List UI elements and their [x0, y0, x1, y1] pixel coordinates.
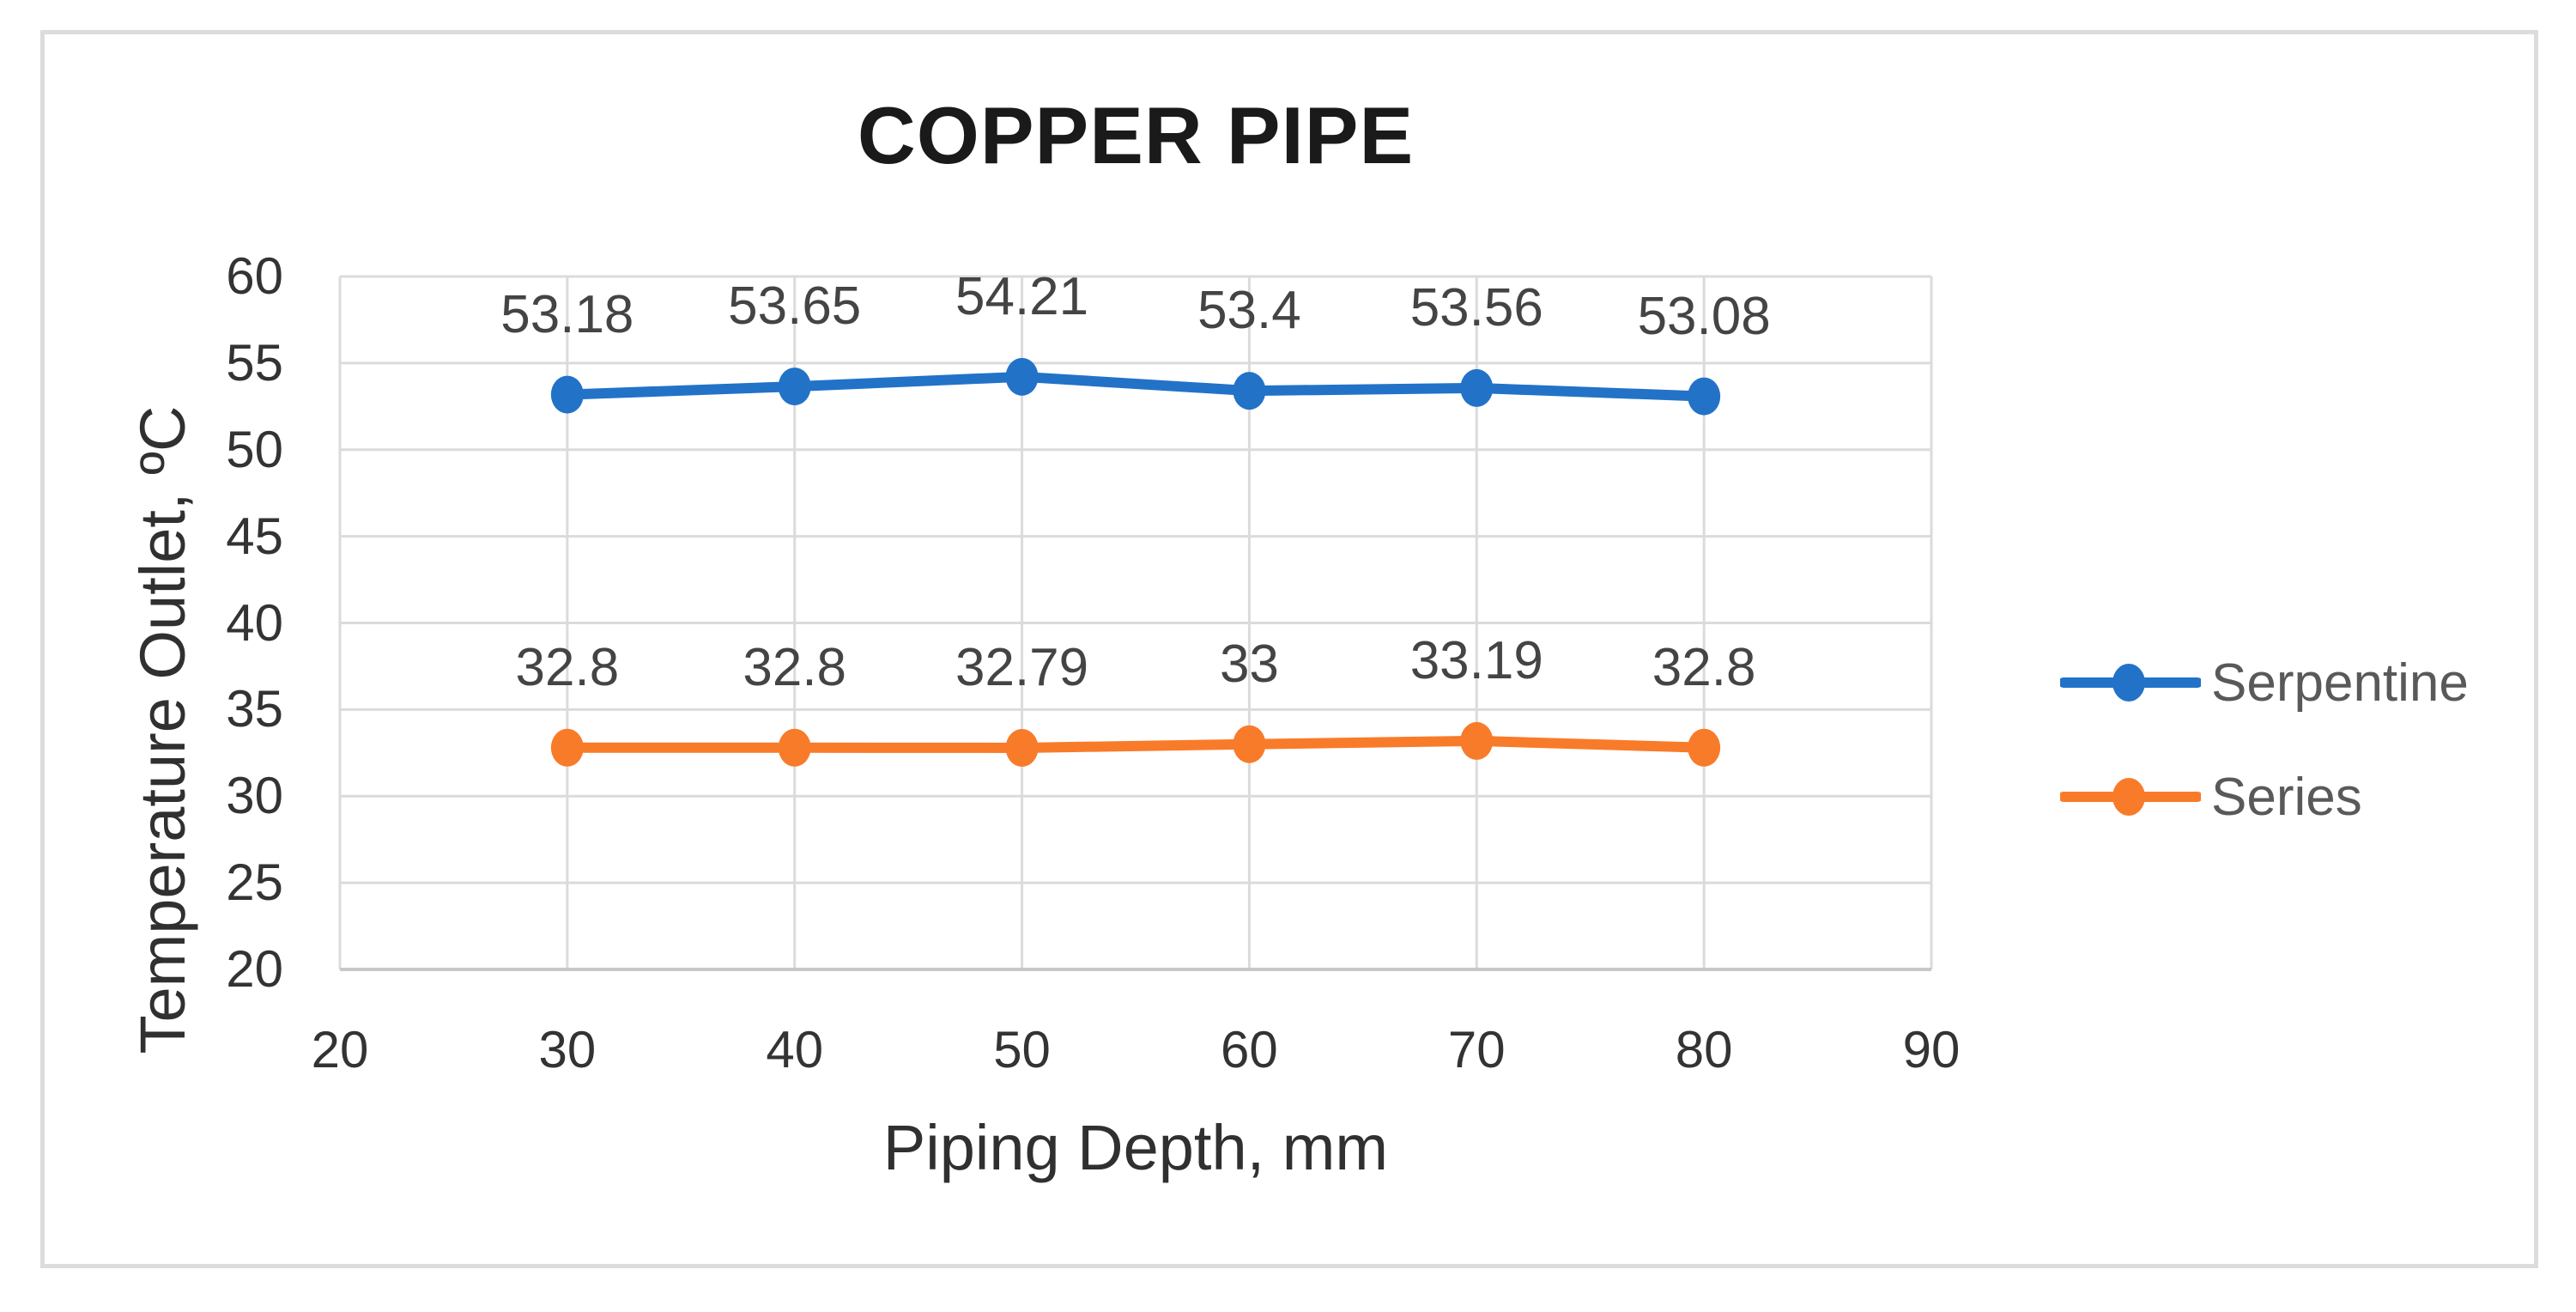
data-label: 32.8 — [1652, 637, 1756, 697]
series-marker-serpentine — [1460, 368, 1494, 407]
series-marker-series — [1460, 721, 1494, 760]
data-label: 33 — [1219, 634, 1279, 694]
y-tick-label: 45 — [226, 507, 283, 565]
data-label: 53.4 — [1197, 281, 1301, 341]
x-tick-label: 70 — [1447, 1021, 1506, 1078]
x-tick-label: 30 — [538, 1021, 597, 1078]
series-marker-series — [1233, 725, 1266, 763]
y-tick-label: 20 — [226, 940, 283, 998]
y-tick-label: 60 — [226, 247, 283, 305]
chart-frame — [40, 30, 2538, 1268]
x-axis-title: Piping Depth, mm — [882, 1112, 1389, 1183]
legend-swatch-series — [2060, 778, 2201, 816]
legend-marker — [2112, 778, 2145, 816]
data-label: 53.08 — [1637, 286, 1771, 346]
y-tick-label: 30 — [226, 767, 283, 825]
series-marker-series — [778, 728, 811, 767]
y-tick-label: 40 — [226, 593, 283, 652]
y-axis-title: Temperature Outlet, ºC — [127, 405, 198, 1054]
series-marker-serpentine — [1688, 377, 1721, 416]
series-marker-serpentine — [1233, 372, 1266, 410]
data-label: 32.8 — [742, 637, 847, 697]
data-label: 32.8 — [515, 637, 620, 697]
data-label: 33.19 — [1409, 630, 1543, 690]
data-label: 53.65 — [728, 276, 862, 337]
series-marker-series — [1005, 728, 1039, 767]
y-tick-label: 50 — [226, 420, 283, 478]
x-tick-label: 60 — [1221, 1021, 1278, 1078]
y-tick-label: 35 — [226, 680, 283, 738]
x-tick-label: 40 — [766, 1021, 824, 1078]
legend-item-serpentine: Serpentine — [2060, 648, 2469, 717]
y-tick-label: 25 — [226, 853, 283, 912]
series-marker-serpentine — [550, 375, 584, 414]
data-label: 53.18 — [500, 284, 634, 344]
x-tick-label: 50 — [993, 1021, 1051, 1078]
x-tick-label: 80 — [1675, 1021, 1733, 1078]
legend-swatch-serpentine — [2060, 664, 2201, 702]
series-line-serpentine — [561, 371, 1710, 402]
series-marker-serpentine — [1005, 357, 1039, 396]
y-tick-label: 55 — [226, 333, 283, 392]
legend-marker — [2112, 664, 2145, 702]
legend-label: Series — [2211, 767, 2362, 827]
data-label: 32.79 — [955, 637, 1089, 697]
series-line-series — [561, 735, 1710, 753]
x-tick-label: 20 — [311, 1021, 369, 1078]
legend-item-series: Series — [2060, 762, 2362, 831]
data-label: 54.21 — [955, 266, 1089, 326]
series-marker-series — [550, 728, 584, 767]
chart-title: COPPER PIPE — [857, 90, 1415, 180]
x-tick-label: 90 — [1902, 1021, 1961, 1078]
data-label: 53.56 — [1409, 277, 1543, 337]
legend-label: Serpentine — [2211, 653, 2469, 713]
series-marker-series — [1688, 728, 1721, 767]
series-marker-serpentine — [778, 367, 811, 406]
